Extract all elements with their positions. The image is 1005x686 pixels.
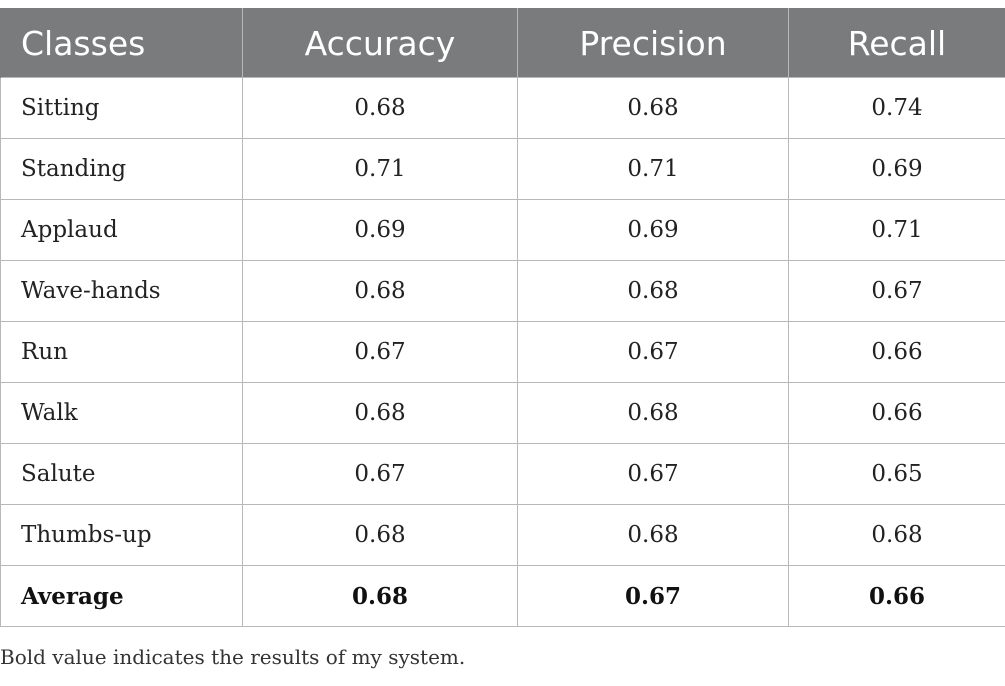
results-table-container: Classes Accuracy Precision Recall Sittin… (0, 8, 1005, 627)
accuracy-cell: 0.71 (242, 138, 518, 200)
accuracy-cell: 0.67 (242, 443, 518, 505)
table-footnote: Bold value indicates the results of my s… (0, 645, 466, 669)
class-cell: Thumbs-up (0, 504, 243, 566)
precision-cell: 0.68 (517, 382, 789, 444)
average-label-cell: Average (0, 565, 243, 627)
recall-cell: 0.68 (788, 504, 1005, 566)
table-header: Classes Accuracy Precision Recall (0, 8, 1005, 78)
table-row: Sitting 0.68 0.68 0.74 (0, 77, 1005, 139)
recall-cell: 0.66 (788, 382, 1005, 444)
precision-cell: 0.68 (517, 77, 789, 139)
class-cell: Salute (0, 443, 243, 505)
class-cell: Standing (0, 138, 243, 200)
table-body: Sitting 0.68 0.68 0.74 Standing 0.71 0.7… (0, 77, 1005, 627)
average-precision-cell: 0.67 (517, 565, 789, 627)
header-classes: Classes (0, 8, 243, 78)
class-cell: Walk (0, 382, 243, 444)
table-row: Applaud 0.69 0.69 0.71 (0, 199, 1005, 261)
class-cell: Run (0, 321, 243, 383)
table-row: Salute 0.67 0.67 0.65 (0, 443, 1005, 505)
table-row: Standing 0.71 0.71 0.69 (0, 138, 1005, 200)
precision-cell: 0.69 (517, 199, 789, 261)
accuracy-cell: 0.69 (242, 199, 518, 261)
average-recall-cell: 0.66 (788, 565, 1005, 627)
header-accuracy: Accuracy (242, 8, 518, 78)
header-row: Classes Accuracy Precision Recall (0, 8, 1005, 78)
table-row: Thumbs-up 0.68 0.68 0.68 (0, 504, 1005, 566)
average-accuracy-cell: 0.68 (242, 565, 518, 627)
recall-cell: 0.74 (788, 77, 1005, 139)
class-cell: Applaud (0, 199, 243, 261)
precision-cell: 0.68 (517, 504, 789, 566)
precision-cell: 0.67 (517, 321, 789, 383)
table-row: Wave-hands 0.68 0.68 0.67 (0, 260, 1005, 322)
accuracy-cell: 0.68 (242, 504, 518, 566)
accuracy-cell: 0.68 (242, 382, 518, 444)
table-row: Walk 0.68 0.68 0.66 (0, 382, 1005, 444)
class-cell: Sitting (0, 77, 243, 139)
accuracy-cell: 0.68 (242, 77, 518, 139)
class-cell: Wave-hands (0, 260, 243, 322)
average-row: Average 0.68 0.67 0.66 (0, 565, 1005, 627)
recall-cell: 0.67 (788, 260, 1005, 322)
accuracy-cell: 0.67 (242, 321, 518, 383)
recall-cell: 0.69 (788, 138, 1005, 200)
recall-cell: 0.66 (788, 321, 1005, 383)
precision-cell: 0.71 (517, 138, 789, 200)
recall-cell: 0.71 (788, 199, 1005, 261)
results-table: Classes Accuracy Precision Recall Sittin… (0, 8, 1005, 627)
accuracy-cell: 0.68 (242, 260, 518, 322)
header-recall: Recall (788, 8, 1005, 78)
table-row: Run 0.67 0.67 0.66 (0, 321, 1005, 383)
precision-cell: 0.68 (517, 260, 789, 322)
recall-cell: 0.65 (788, 443, 1005, 505)
precision-cell: 0.67 (517, 443, 789, 505)
header-precision: Precision (517, 8, 789, 78)
